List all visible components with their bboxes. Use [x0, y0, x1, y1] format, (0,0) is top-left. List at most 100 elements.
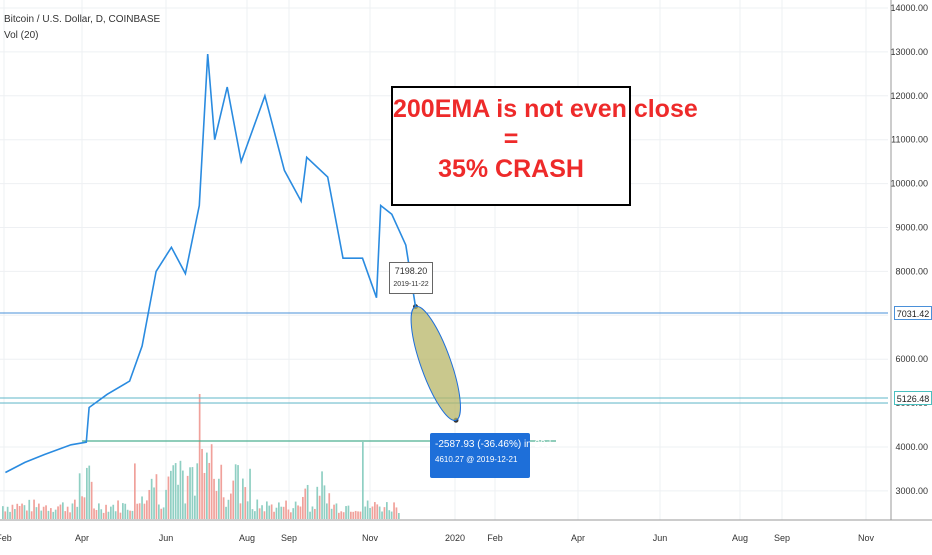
volume-bar — [23, 505, 26, 519]
volume-bar — [237, 465, 239, 519]
volume-bar — [124, 503, 127, 519]
grid — [0, 0, 888, 520]
volume-bar — [66, 506, 69, 519]
volume-bar — [378, 506, 381, 519]
projection-ellipse — [410, 305, 461, 421]
volume-bar — [366, 500, 369, 519]
volume-bar — [326, 503, 328, 519]
volume-bar — [160, 508, 163, 519]
volume-bar — [256, 499, 259, 519]
volume-bar — [225, 506, 227, 519]
time-tick-label: Apr — [571, 533, 585, 543]
volume-bar — [376, 504, 379, 519]
measure-label[interactable]: -2587.93 (-36.46%) in 29d 4610.27 @ 2019… — [430, 433, 551, 478]
volume-bar — [18, 506, 21, 519]
volume-bar — [395, 507, 398, 519]
volume-bar — [309, 511, 311, 519]
time-tick-label: Jun — [653, 533, 668, 543]
volume-bar — [210, 444, 213, 519]
volume-bar — [251, 509, 254, 519]
volume-bar — [158, 504, 160, 519]
volume-bar — [150, 478, 153, 519]
volume-bar — [174, 463, 177, 519]
volume-bar — [234, 464, 237, 519]
volume-bar — [191, 467, 194, 519]
volume-bar — [71, 503, 74, 519]
volume-bar — [172, 465, 175, 519]
volume-bar — [186, 475, 189, 519]
time-tick-label: Nov — [858, 533, 875, 543]
volume-bar — [381, 511, 383, 519]
volume-bar — [35, 507, 38, 519]
volume-bar — [198, 394, 201, 519]
volume-bar — [64, 511, 67, 519]
annotation-box[interactable]: 200EMA is not even close = 35% CRASH — [391, 86, 698, 206]
volume-bar — [258, 508, 261, 519]
volume-bar — [52, 511, 55, 519]
volume-bar — [57, 506, 59, 519]
volume-bar — [218, 478, 220, 519]
volume-bar — [93, 508, 95, 519]
volume-bar — [83, 497, 86, 519]
volume-bar — [138, 503, 141, 519]
volume-bar — [208, 462, 211, 519]
price-label-lower: 5126.48 — [894, 391, 932, 405]
annotation-line-1: 200EMA is not even close — [393, 95, 698, 123]
volume-bar — [148, 489, 151, 519]
volume-bar — [42, 506, 45, 519]
volume-bar — [117, 500, 119, 519]
volume-bar — [285, 500, 287, 519]
time-tick-label: Nov — [362, 533, 379, 543]
price-label-upper: 7031.42 — [894, 306, 932, 320]
volume-bar — [220, 464, 223, 519]
volume-bar — [153, 487, 155, 519]
volume-bar — [275, 507, 278, 519]
price-tick-label: 11000.00 — [891, 135, 928, 145]
volume-bar — [28, 499, 31, 519]
volume-bar — [273, 511, 275, 519]
price-tick-label: 9000.00 — [895, 223, 928, 233]
price-tooltip[interactable]: 7198.20 2019-11-22 — [389, 262, 433, 294]
time-tick-label: Aug — [732, 533, 748, 543]
volume-bar — [112, 504, 115, 519]
volume-bar — [294, 501, 297, 519]
volume-bar — [131, 510, 134, 519]
volume-bar — [292, 508, 295, 519]
price-axis: 3000.004000.005000.006000.007000.008000.… — [890, 0, 928, 520]
volume-bar — [206, 452, 208, 519]
volume-bar — [54, 509, 57, 519]
volume-bar — [62, 502, 64, 519]
volume-bar — [335, 503, 338, 519]
volume-bar — [95, 509, 98, 519]
volume-bar — [364, 506, 367, 519]
volume-bar — [14, 509, 16, 519]
volume-bar — [98, 503, 100, 519]
volume-bar — [249, 468, 251, 519]
tooltip-price: 7198.20 — [394, 266, 428, 276]
volume-bar — [122, 503, 124, 519]
volume-bar — [246, 501, 249, 519]
time-tick-label: Feb — [0, 533, 12, 543]
volume-bar — [357, 511, 359, 519]
volume-bar — [362, 442, 364, 519]
time-axis: Feb Apr Jun Aug Sep Nov 2020 Feb Apr Jun Aug Sep Nov — [0, 519, 932, 543]
volume-bar — [50, 508, 52, 519]
volume-bar — [69, 512, 71, 519]
volume-bar — [110, 506, 112, 519]
volume-indicator-label[interactable]: Vol (20) — [4, 30, 39, 41]
volume-bar — [268, 505, 271, 519]
volume-bar — [318, 495, 321, 519]
volume-bar — [146, 500, 148, 519]
volume-bar — [215, 490, 218, 519]
volume-bar — [40, 510, 43, 519]
volume-bar — [45, 505, 47, 519]
volume-bar — [302, 496, 304, 519]
volume-bar — [266, 501, 268, 519]
price-tick-label: 6000.00 — [895, 354, 928, 364]
volume-bar — [21, 503, 23, 519]
volume-bar — [280, 506, 283, 519]
volume-bar — [354, 510, 357, 519]
price-tick-label: 8000.00 — [895, 266, 928, 276]
